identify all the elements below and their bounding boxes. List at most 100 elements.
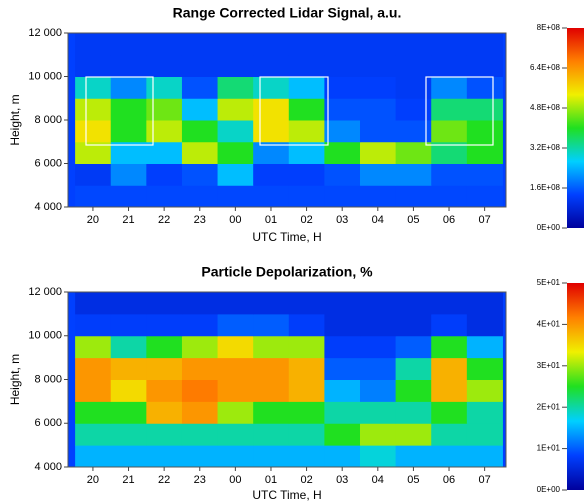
heatmap-cell <box>431 163 468 186</box>
heatmap-cell <box>395 120 432 143</box>
heatmap-cell <box>110 423 147 446</box>
heatmap-cell <box>360 120 397 143</box>
heatmap-cell <box>431 423 468 446</box>
heatmap-cell <box>110 54 147 77</box>
y-tick-label: 4 000 <box>34 461 62 473</box>
heatmap-cell <box>324 54 361 77</box>
heatmap-cell <box>75 423 112 446</box>
heatmap-cell <box>288 445 325 467</box>
y-axis-label: Height, m <box>8 94 22 145</box>
heatmap-cell <box>288 33 325 56</box>
chart-title: Particle Depolarization, % <box>201 264 373 280</box>
x-tick-label: 23 <box>194 214 206 226</box>
y-tick-label: 12 000 <box>28 27 62 39</box>
heatmap-cell <box>253 423 290 446</box>
heatmap-cell <box>75 185 112 207</box>
heatmap-cell <box>324 335 361 359</box>
x-tick-label: 20 <box>87 214 99 226</box>
heatmap-cell <box>360 33 397 56</box>
heatmap-cell <box>288 335 325 359</box>
heatmap-cell <box>253 185 290 207</box>
heatmap-cell <box>181 141 219 164</box>
heatmap-cell <box>288 423 325 446</box>
heatmap-cell <box>253 76 290 99</box>
heatmap-cell <box>360 357 397 380</box>
heatmap-cell <box>324 98 361 121</box>
heatmap-cell <box>431 120 468 143</box>
x-tick-label: 04 <box>372 214 384 226</box>
heatmap-cell <box>395 33 432 56</box>
heatmap-cell <box>75 313 112 337</box>
heatmap-cell <box>431 185 468 207</box>
y-tick-label: 12 000 <box>28 286 62 298</box>
heatmap-cell <box>146 379 183 402</box>
heatmap <box>75 33 503 207</box>
heatmap-cell <box>110 357 147 380</box>
y-tick-label: 8 000 <box>34 114 62 126</box>
heatmap-cell <box>395 357 432 380</box>
heatmap-cell <box>181 33 219 56</box>
heatmap-cell <box>181 292 219 315</box>
heatmap-cell <box>466 335 503 359</box>
heatmap-cell <box>431 379 468 402</box>
heatmap-cell <box>431 357 468 380</box>
y-tick-label: 4 000 <box>34 201 62 213</box>
heatmap-cell <box>75 163 112 186</box>
heatmap-cell <box>146 335 183 359</box>
x-tick-label: 02 <box>300 474 312 486</box>
heatmap-cell <box>288 401 325 424</box>
heatmap-cell <box>146 163 183 186</box>
y-tick-label: 10 000 <box>28 330 62 342</box>
x-tick-label: 23 <box>194 474 206 486</box>
heatmap-cell <box>431 141 468 164</box>
heatmap-cell <box>360 423 397 446</box>
heatmap-cell <box>217 335 254 359</box>
heatmap-cell <box>324 163 361 186</box>
heatmap-cell <box>181 357 219 380</box>
heatmap-cell <box>466 54 503 77</box>
heatmap-cell <box>324 313 361 337</box>
heatmap-cell <box>324 445 361 467</box>
heatmap-cell <box>146 120 183 143</box>
heatmap-cell <box>360 313 397 337</box>
heatmap-cell <box>431 54 468 77</box>
heatmap-cell <box>110 292 147 315</box>
x-tick-label: 20 <box>87 474 99 486</box>
heatmap-cell <box>253 54 290 77</box>
heatmap-cell <box>110 379 147 402</box>
heatmap-cell <box>431 76 468 99</box>
y-tick-label: 6 000 <box>34 417 62 429</box>
heatmap-cell <box>110 120 147 143</box>
x-tick-label: 05 <box>407 474 419 486</box>
heatmap-cell <box>466 141 503 164</box>
heatmap-cell <box>395 98 432 121</box>
heatmap-cell <box>75 76 112 99</box>
heatmap-cell <box>395 54 432 77</box>
heatmap-cell <box>217 120 254 143</box>
heatmap-cell <box>360 401 397 424</box>
heatmap-cell <box>466 120 503 143</box>
heatmap-cell <box>110 141 147 164</box>
colorbar-tick-label: 0E+00 <box>537 485 561 494</box>
heatmap-cell <box>360 292 397 315</box>
y-tick-label: 6 000 <box>34 157 62 169</box>
heatmap-cell <box>110 98 147 121</box>
heatmap-cell <box>360 335 397 359</box>
x-tick-label: 00 <box>229 474 241 486</box>
x-tick-label: 02 <box>300 214 312 226</box>
heatmap-cell <box>110 401 147 424</box>
heatmap-cell <box>181 401 219 424</box>
colorbar <box>567 28 584 228</box>
heatmap-cell <box>360 54 397 77</box>
heatmap-cell <box>466 423 503 446</box>
heatmap-cell <box>466 163 503 186</box>
x-axis-label: UTC Time, H <box>252 230 321 244</box>
heatmap-cell <box>324 76 361 99</box>
heatmap-cell <box>253 33 290 56</box>
heatmap-cell <box>75 445 112 467</box>
heatmap-cell <box>324 185 361 207</box>
x-tick-label: 21 <box>122 474 134 486</box>
heatmap-cell <box>75 357 112 380</box>
heatmap-cell <box>466 76 503 99</box>
heatmap-cell <box>146 292 183 315</box>
